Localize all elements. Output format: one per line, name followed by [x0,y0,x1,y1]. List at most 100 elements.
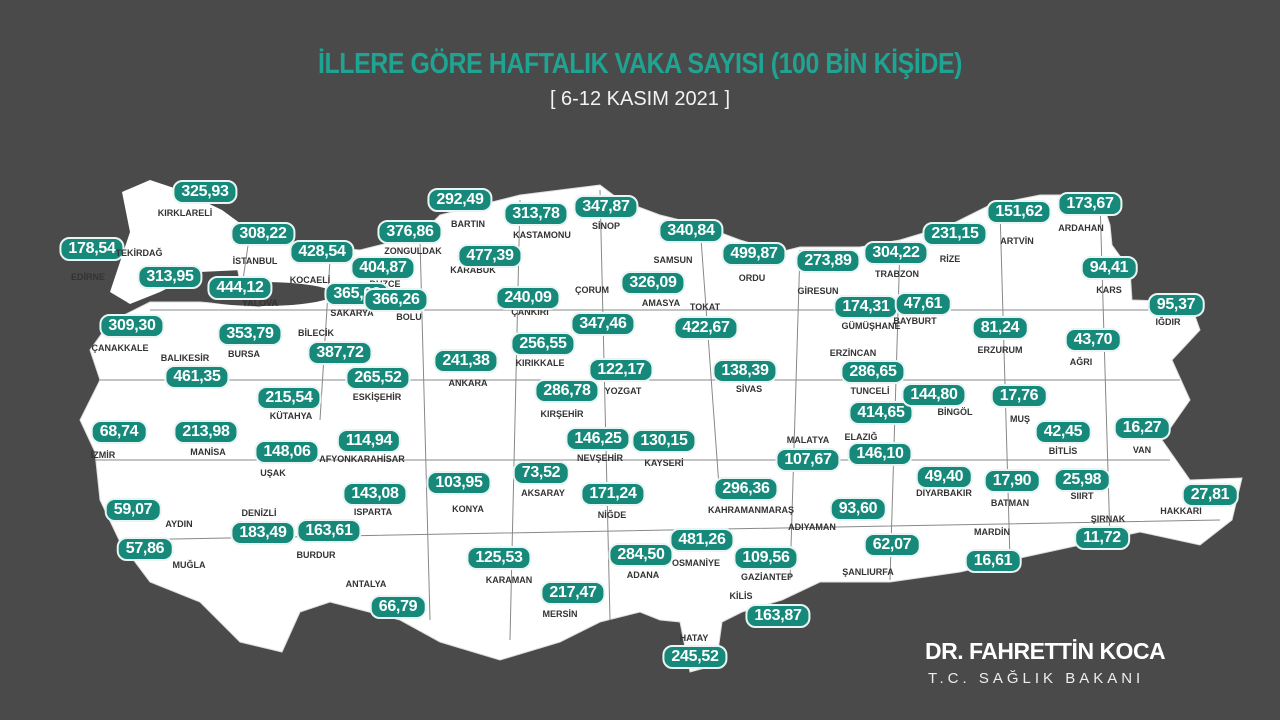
case-rate-badge-mus: 17,76 [990,384,1048,408]
province-label-karabuk: KARABÜK [450,265,496,275]
case-rate-badge-diyarbakir: 49,40 [915,465,973,489]
case-rate-badge-kayseri: 130,15 [631,429,697,453]
province-label-amasya: AMASYA [641,298,681,308]
case-rate-badge-tunceli: 414,65 [848,401,914,425]
case-rate-badge-kirikkale: 256,55 [510,332,576,356]
case-rate-badge-corum: 347,46 [570,312,636,336]
province-label-bartin: BARTIN [451,219,485,229]
province-label-kirklareli: KIRKLARELİ [157,208,213,218]
province-label-kastamonu: KASTAMONU [513,230,571,240]
case-rate-badge-batman: 17,90 [983,469,1041,493]
province-label-tokat: TOKAT [689,302,721,312]
case-rate-badge-giresun: 273,89 [795,249,861,273]
case-rate-badge-afyonkarahisar: 114,94 [336,429,402,453]
case-rate-badge-mugla: 57,86 [116,537,174,561]
province-label-kutahya: KÜTAHYA [269,411,313,421]
province-label-batman: BATMAN [990,498,1030,508]
province-label-aydin: AYDIN [165,519,193,529]
case-rate-badge-duzce: 404,87 [350,256,416,280]
case-rate-badge-siirt: 25,98 [1053,468,1111,492]
map-title: İLLERE GÖRE HAFTALIK VAKA SAYISI (100 Bİ… [317,48,963,80]
case-rate-badge-canakkale: 309,30 [99,314,165,338]
province-label-canakkale: ÇANAKKALE [91,343,149,353]
case-rate-badge-cankiri: 240,09 [495,286,561,310]
province-label-diyarbakir: DİYARBAKIR [916,488,972,498]
province-label-bitlis: BİTLİS [1048,446,1078,456]
case-rate-badge-tokat: 422,67 [673,316,739,340]
case-rate-badge-nigde: 171,24 [580,482,646,506]
province-label-gumushane: GÜMÜŞHANE [841,321,901,331]
province-label-bilecik: BİLECİK [298,328,334,338]
case-rate-badge-karabuk: 477,39 [457,244,523,268]
case-rate-badge-ordu: 499,87 [721,242,787,266]
province-label-mus: MUŞ [1010,414,1030,424]
case-rate-badge-bolu: 366,26 [363,288,429,312]
province-label-rize: RİZE [939,254,961,264]
province-label-karaman: KARAMAN [485,575,533,585]
province-label-zonguldak: ZONGULDAK [384,246,442,256]
province-label-ankara: ANKARA [448,378,488,388]
province-label-ordu: ORDU [738,273,766,283]
case-rate-badge-konya: 103,95 [426,471,492,495]
province-label-corum: ÇORUM [575,285,609,295]
case-rate-badge-elazig: 146,10 [847,442,913,466]
province-label-bingol: BİNGÖL [937,407,973,417]
province-label-mardin: MARDİN [974,527,1010,537]
case-rate-badge-adana: 284,50 [608,543,674,567]
province-label-usak: UŞAK [260,468,286,478]
province-label-izmir: İZMİR [90,450,116,460]
case-rate-badge-kutahya: 215,54 [256,386,322,410]
province-label-sinop: SİNOP [591,221,621,231]
province-label-osmaniye: OSMANİYE [671,558,721,568]
case-rate-badge-malatya: 107,67 [775,448,841,472]
province-label-adana: ADANA [626,570,660,580]
case-rate-badge-gaziantep: 109,56 [733,546,799,570]
case-rate-badge-sivas: 138,39 [712,359,778,383]
case-rate-badge-kahramanmaras: 296,36 [713,477,779,501]
case-rate-badge-kirsehir: 286,78 [534,379,600,403]
province-label-elazig: ELAZIĞ [844,432,878,442]
case-rate-badge-aksaray: 73,52 [512,461,570,485]
province-label-yalova: YALOVA [241,298,279,308]
province-label-erzurum: ERZURUM [977,345,1023,355]
case-rate-badge-gumushane: 174,31 [833,295,899,319]
province-label-kayseri: KAYSERİ [644,458,684,468]
province-label-eskisehir: ESKİŞEHİR [352,392,402,402]
province-label-sirnak: ŞIRNAK [1090,514,1126,524]
province-label-malatya: MALATYA [786,435,830,445]
case-rate-badge-yalova: 444,12 [207,276,273,300]
province-label-mugla: MUĞLA [172,560,206,570]
province-label-hatay: HATAY [679,633,709,643]
province-label-erzincan: ERZİNCAN [829,348,877,358]
case-rate-badge-kirklareli: 325,93 [172,180,238,204]
case-rate-badge-antalya: 66,79 [369,595,427,619]
case-rate-badge-bilecik: 387,72 [307,341,373,365]
province-label-siirt: SİİRT [1070,491,1094,501]
case-rate-badge-amasya: 326,09 [620,271,686,295]
case-rate-badge-istanbul: 308,22 [230,222,296,246]
case-rate-badge-erzincan: 286,65 [840,360,906,384]
case-rate-badge-karaman: 125,53 [466,546,532,570]
case-rate-badge-mardin: 16,61 [964,549,1022,573]
case-rate-badge-agri: 43,70 [1064,328,1122,352]
case-rate-badge-kocaeli: 428,54 [289,240,355,264]
case-rate-badge-yozgat: 122,17 [588,358,654,382]
province-label-giresun: GİRESUN [797,286,839,296]
case-rate-badge-erzurum: 81,24 [971,316,1029,340]
case-rate-badge-trabzon: 304,22 [863,241,929,265]
province-label-adiyaman: ADIYAMAN [788,522,836,532]
case-rate-badge-artvin: 151,62 [986,200,1052,224]
case-rate-badge-izmir: 68,74 [90,420,148,444]
province-label-tekirdag: TEKİRDAĞ [115,248,163,258]
province-label-istanbul: İSTANBUL [232,256,278,266]
case-rate-badge-zonguldak: 376,86 [377,220,443,244]
case-rate-badge-nevsehir: 146,25 [565,427,631,451]
province-label-kocaeli: KOCAELİ [289,275,331,285]
case-rate-badge-burdur: 163,61 [296,519,362,543]
province-label-kilis: KİLİS [729,591,753,601]
case-rate-badge-bartin: 292,49 [427,188,493,212]
case-rate-badge-rize: 231,15 [922,222,988,246]
province-label-ardahan: ARDAHAN [1058,223,1104,233]
province-label-van: VAN [1132,445,1152,455]
province-label-artvin: ARTVİN [1000,236,1034,246]
